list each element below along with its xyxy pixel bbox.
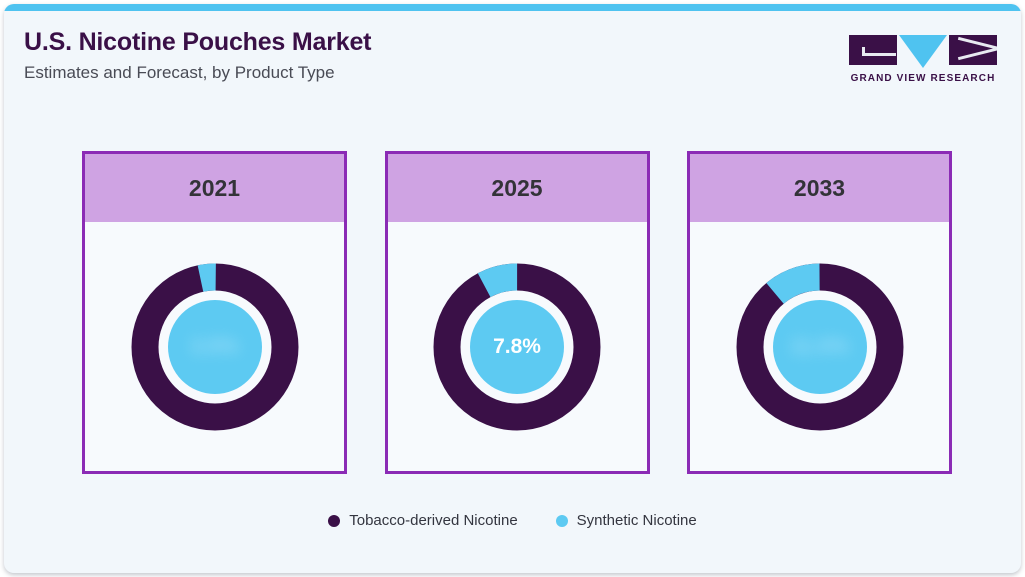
header: U.S. Nicotine Pouches Market Estimates a…	[4, 11, 1021, 106]
card-header-2033: 2033	[690, 154, 949, 222]
donut-segment-tobacco	[736, 263, 903, 430]
infographic-card: U.S. Nicotine Pouches Market Estimates a…	[4, 4, 1021, 573]
donut-center-label-2021: 3.5%	[190, 334, 239, 358]
logo-r-slash-lower	[957, 47, 997, 61]
card-header-2021: 2021	[85, 154, 344, 222]
year-card-2025: 2025 7.8%	[384, 151, 650, 474]
logo-r-icon	[949, 35, 997, 65]
legend-item-tobacco: Tobacco-derived Nicotine	[328, 512, 518, 529]
donut-svg-2033	[736, 263, 903, 430]
donut-chart-2033: 11.0%	[736, 263, 904, 431]
title-block: U.S. Nicotine Pouches Market Estimates a…	[24, 28, 371, 83]
card-body-2021: 3.5%	[85, 222, 344, 471]
card-body-2033: 11.0%	[690, 222, 949, 471]
card-year-label: 2025	[491, 174, 543, 201]
logo-g-icon	[849, 35, 897, 65]
card-body-2025: 7.8%	[388, 222, 647, 471]
logo-v-triangle-icon	[899, 35, 947, 68]
year-card-2033: 2033 11.0%	[687, 151, 952, 474]
donut-chart-2025: 7.8%	[433, 263, 601, 431]
legend-dot-icon	[328, 514, 341, 527]
card-year-label: 2021	[188, 174, 241, 201]
page-subtitle: Estimates and Forecast, by Product Type	[24, 62, 335, 82]
donut-inner-circle	[772, 299, 867, 394]
donut-segment-synthetic	[131, 263, 298, 430]
card-header-2025: 2025	[387, 154, 647, 222]
donut-center-label-2025: 7.8%	[493, 334, 541, 358]
year-cards: 2021 3.5% 2025	[82, 151, 952, 474]
donut-chart-2021: 3.5%	[131, 263, 299, 431]
donut-center-label-2033: 11.0%	[790, 334, 849, 358]
card-year-label: 2033	[793, 174, 846, 201]
legend-label: Synthetic Nicotine	[576, 512, 697, 529]
donut-inner-circle	[167, 299, 262, 394]
legend-item-synthetic: Synthetic Nicotine	[555, 512, 697, 529]
legend-label: Tobacco-derived Nicotine	[349, 512, 518, 529]
legend-dot-icon	[555, 514, 568, 527]
donut-svg-2021	[131, 263, 298, 430]
grand-view-research-logo: GRAND VIEW RESEARCH	[849, 35, 997, 84]
logo-wordmark: GRAND VIEW RESEARCH	[850, 73, 996, 84]
top-accent-bar	[4, 4, 1021, 11]
donut-svg-2025	[433, 263, 601, 430]
logo-marks	[849, 35, 997, 68]
year-card-2021: 2021 3.5%	[82, 151, 347, 474]
donut-inner-circle	[470, 299, 564, 394]
logo-g-bar	[862, 53, 896, 56]
page-title: U.S. Nicotine Pouches Market	[24, 28, 372, 56]
legend: Tobacco-derived Nicotine Synthetic Nicot…	[4, 512, 1021, 529]
logo-g-stem	[862, 47, 865, 56]
donut-segment-synthetic	[736, 263, 903, 430]
donut-segment-synthetic	[433, 263, 601, 430]
